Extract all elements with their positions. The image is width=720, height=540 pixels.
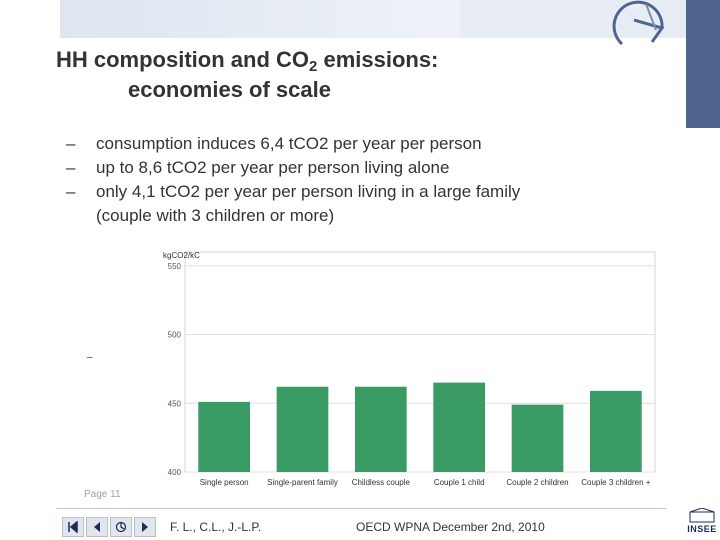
insee-logo-text: INSEE bbox=[687, 524, 717, 534]
insee-logo: INSEE bbox=[684, 508, 720, 540]
bullet-item: – only 4,1 tCO2 per year per person livi… bbox=[66, 180, 686, 228]
title-line2: economies of scale bbox=[128, 77, 331, 102]
footer-divider bbox=[56, 508, 666, 509]
y-tick-label: 450 bbox=[168, 399, 182, 408]
footer-event: OECD WPNA December 2nd, 2010 bbox=[356, 520, 545, 534]
header-band bbox=[60, 0, 686, 38]
title-subscript: 2 bbox=[309, 58, 318, 75]
home-button[interactable] bbox=[110, 517, 132, 537]
side-accent-bar bbox=[686, 0, 720, 128]
bullet-list: – consumption induces 6,4 tCO2 per year … bbox=[66, 132, 686, 228]
y-tick-label: 400 bbox=[168, 468, 182, 477]
bullet-item: – up to 8,6 tCO2 per year per person liv… bbox=[66, 156, 686, 180]
header-band-gradient bbox=[60, 0, 460, 38]
first-slide-button[interactable] bbox=[62, 517, 84, 537]
slide-title: HH composition and CO2 emissions: econom… bbox=[56, 45, 676, 105]
x-category-label: Couple 3 children + bbox=[581, 478, 650, 487]
title-line1-pre: HH composition and CO bbox=[56, 47, 309, 72]
x-category-label: Single-parent family bbox=[267, 478, 338, 487]
x-category-label: Single person bbox=[200, 478, 249, 487]
title-line1-post: emissions: bbox=[317, 47, 439, 72]
bullet-text: only 4,1 tCO2 per year per person living… bbox=[96, 182, 521, 201]
y-tick-label: 500 bbox=[168, 331, 182, 340]
insee-emblem-icon bbox=[689, 508, 715, 523]
stray-dash: – bbox=[87, 352, 93, 363]
next-icon bbox=[142, 522, 148, 532]
page-number: Page 11 bbox=[84, 489, 121, 500]
home-icon bbox=[115, 521, 127, 533]
footer-authors: F. L., C.L., J.-L.P. bbox=[170, 520, 262, 534]
bullet-text: consumption induces 6,4 tCO2 per year pe… bbox=[96, 134, 482, 153]
bullet-dash: – bbox=[66, 158, 76, 177]
bullet-text: up to 8,6 tCO2 per year per person livin… bbox=[96, 158, 450, 177]
eye-logo-icon bbox=[612, 0, 665, 46]
next-slide-button[interactable] bbox=[134, 517, 156, 537]
bar bbox=[354, 386, 407, 472]
prev-slide-button[interactable] bbox=[86, 517, 108, 537]
bullet-continuation: (couple with 3 children or more) bbox=[96, 206, 335, 225]
bar bbox=[433, 382, 486, 472]
bar bbox=[198, 401, 251, 472]
bullet-item: – consumption induces 6,4 tCO2 per year … bbox=[66, 132, 686, 156]
unit-label: kgCO2/kC bbox=[163, 251, 200, 260]
prev-icon bbox=[94, 522, 100, 532]
x-category-label: Couple 1 child bbox=[434, 478, 485, 487]
emissions-bar-chart: kgCO2/kC 400 450 500 550 Single person Single-… bbox=[163, 251, 656, 487]
x-category-label: Childless couple bbox=[352, 478, 411, 487]
bar bbox=[589, 390, 642, 472]
bar bbox=[276, 386, 329, 472]
slide-navigation bbox=[62, 517, 156, 537]
bar bbox=[511, 404, 564, 472]
x-category-label: Couple 2 children bbox=[506, 478, 568, 487]
bullet-dash: – bbox=[66, 134, 76, 153]
plot-area bbox=[184, 251, 656, 473]
y-tick-label: 550 bbox=[168, 262, 182, 271]
bullet-dash: – bbox=[66, 182, 76, 201]
first-icon bbox=[68, 521, 78, 533]
